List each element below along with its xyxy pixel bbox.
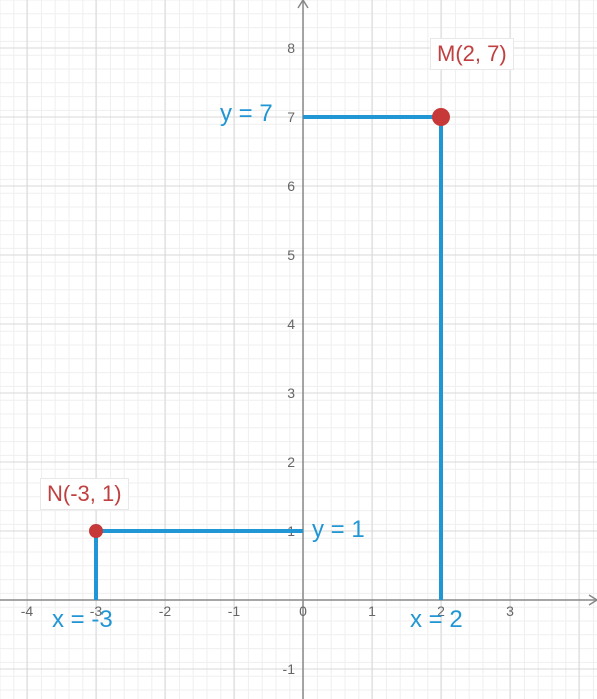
svg-text:-4: -4 xyxy=(21,603,34,619)
line-y1-label: y = 1 xyxy=(312,516,365,544)
svg-text:1: 1 xyxy=(368,603,376,619)
svg-text:-1: -1 xyxy=(228,603,241,619)
svg-text:2: 2 xyxy=(287,454,295,470)
svg-text:3: 3 xyxy=(287,385,295,401)
svg-text:-2: -2 xyxy=(159,603,172,619)
svg-text:-1: -1 xyxy=(283,661,296,677)
svg-text:6: 6 xyxy=(287,178,295,194)
coordinate-graph: -4-3-2-10123-112345678 xyxy=(0,0,597,699)
line-x2-label: x = 2 xyxy=(410,606,463,634)
svg-text:7: 7 xyxy=(287,109,295,125)
svg-text:8: 8 xyxy=(287,40,295,56)
svg-text:5: 5 xyxy=(287,247,295,263)
line-xminus3-label: x = -3 xyxy=(52,606,113,634)
line-y7-label: y = 7 xyxy=(220,100,273,128)
svg-text:3: 3 xyxy=(506,603,514,619)
point-n-label: N(-3, 1) xyxy=(40,478,129,510)
point-m-label: M(2, 7) xyxy=(430,38,514,70)
graph-svg: -4-3-2-10123-112345678 xyxy=(0,0,597,699)
svg-text:0: 0 xyxy=(299,603,307,619)
svg-text:4: 4 xyxy=(287,316,295,332)
